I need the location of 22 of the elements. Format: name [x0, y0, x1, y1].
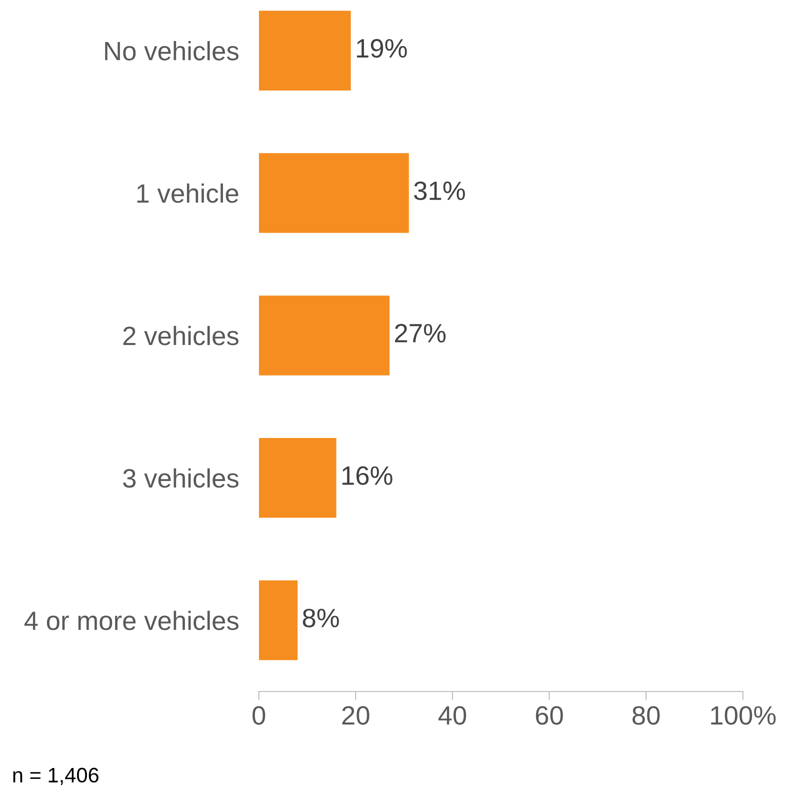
data-label: 31% [414, 181, 465, 200]
x-tick-label: 80 [632, 706, 660, 725]
data-label: 19% [356, 39, 407, 58]
y-tick-label: 3 vehicles [123, 468, 238, 488]
data-label: 27% [395, 324, 446, 342]
data-label: 16% [342, 466, 392, 485]
data-label: 8% [302, 608, 339, 628]
bar [258, 580, 298, 660]
text: n = 1,406 [13, 768, 98, 786]
x-tick-label: 40 [438, 706, 466, 725]
y-tick-label: 2 vehicles [123, 326, 238, 346]
x-tick-label: 0 [252, 706, 266, 725]
bar [258, 153, 409, 233]
bar [258, 10, 351, 90]
x-tick-label: 20 [342, 706, 370, 725]
y-tick-label: No vehicles [105, 41, 238, 60]
bar [258, 438, 336, 518]
x-tick-label: 100% [711, 706, 776, 725]
bar [258, 296, 390, 376]
y-tick-label: 4 or more vehicles [24, 610, 238, 630]
y-tick-label: 1 vehicle [137, 183, 238, 203]
x-tick-label: 60 [536, 706, 563, 725]
